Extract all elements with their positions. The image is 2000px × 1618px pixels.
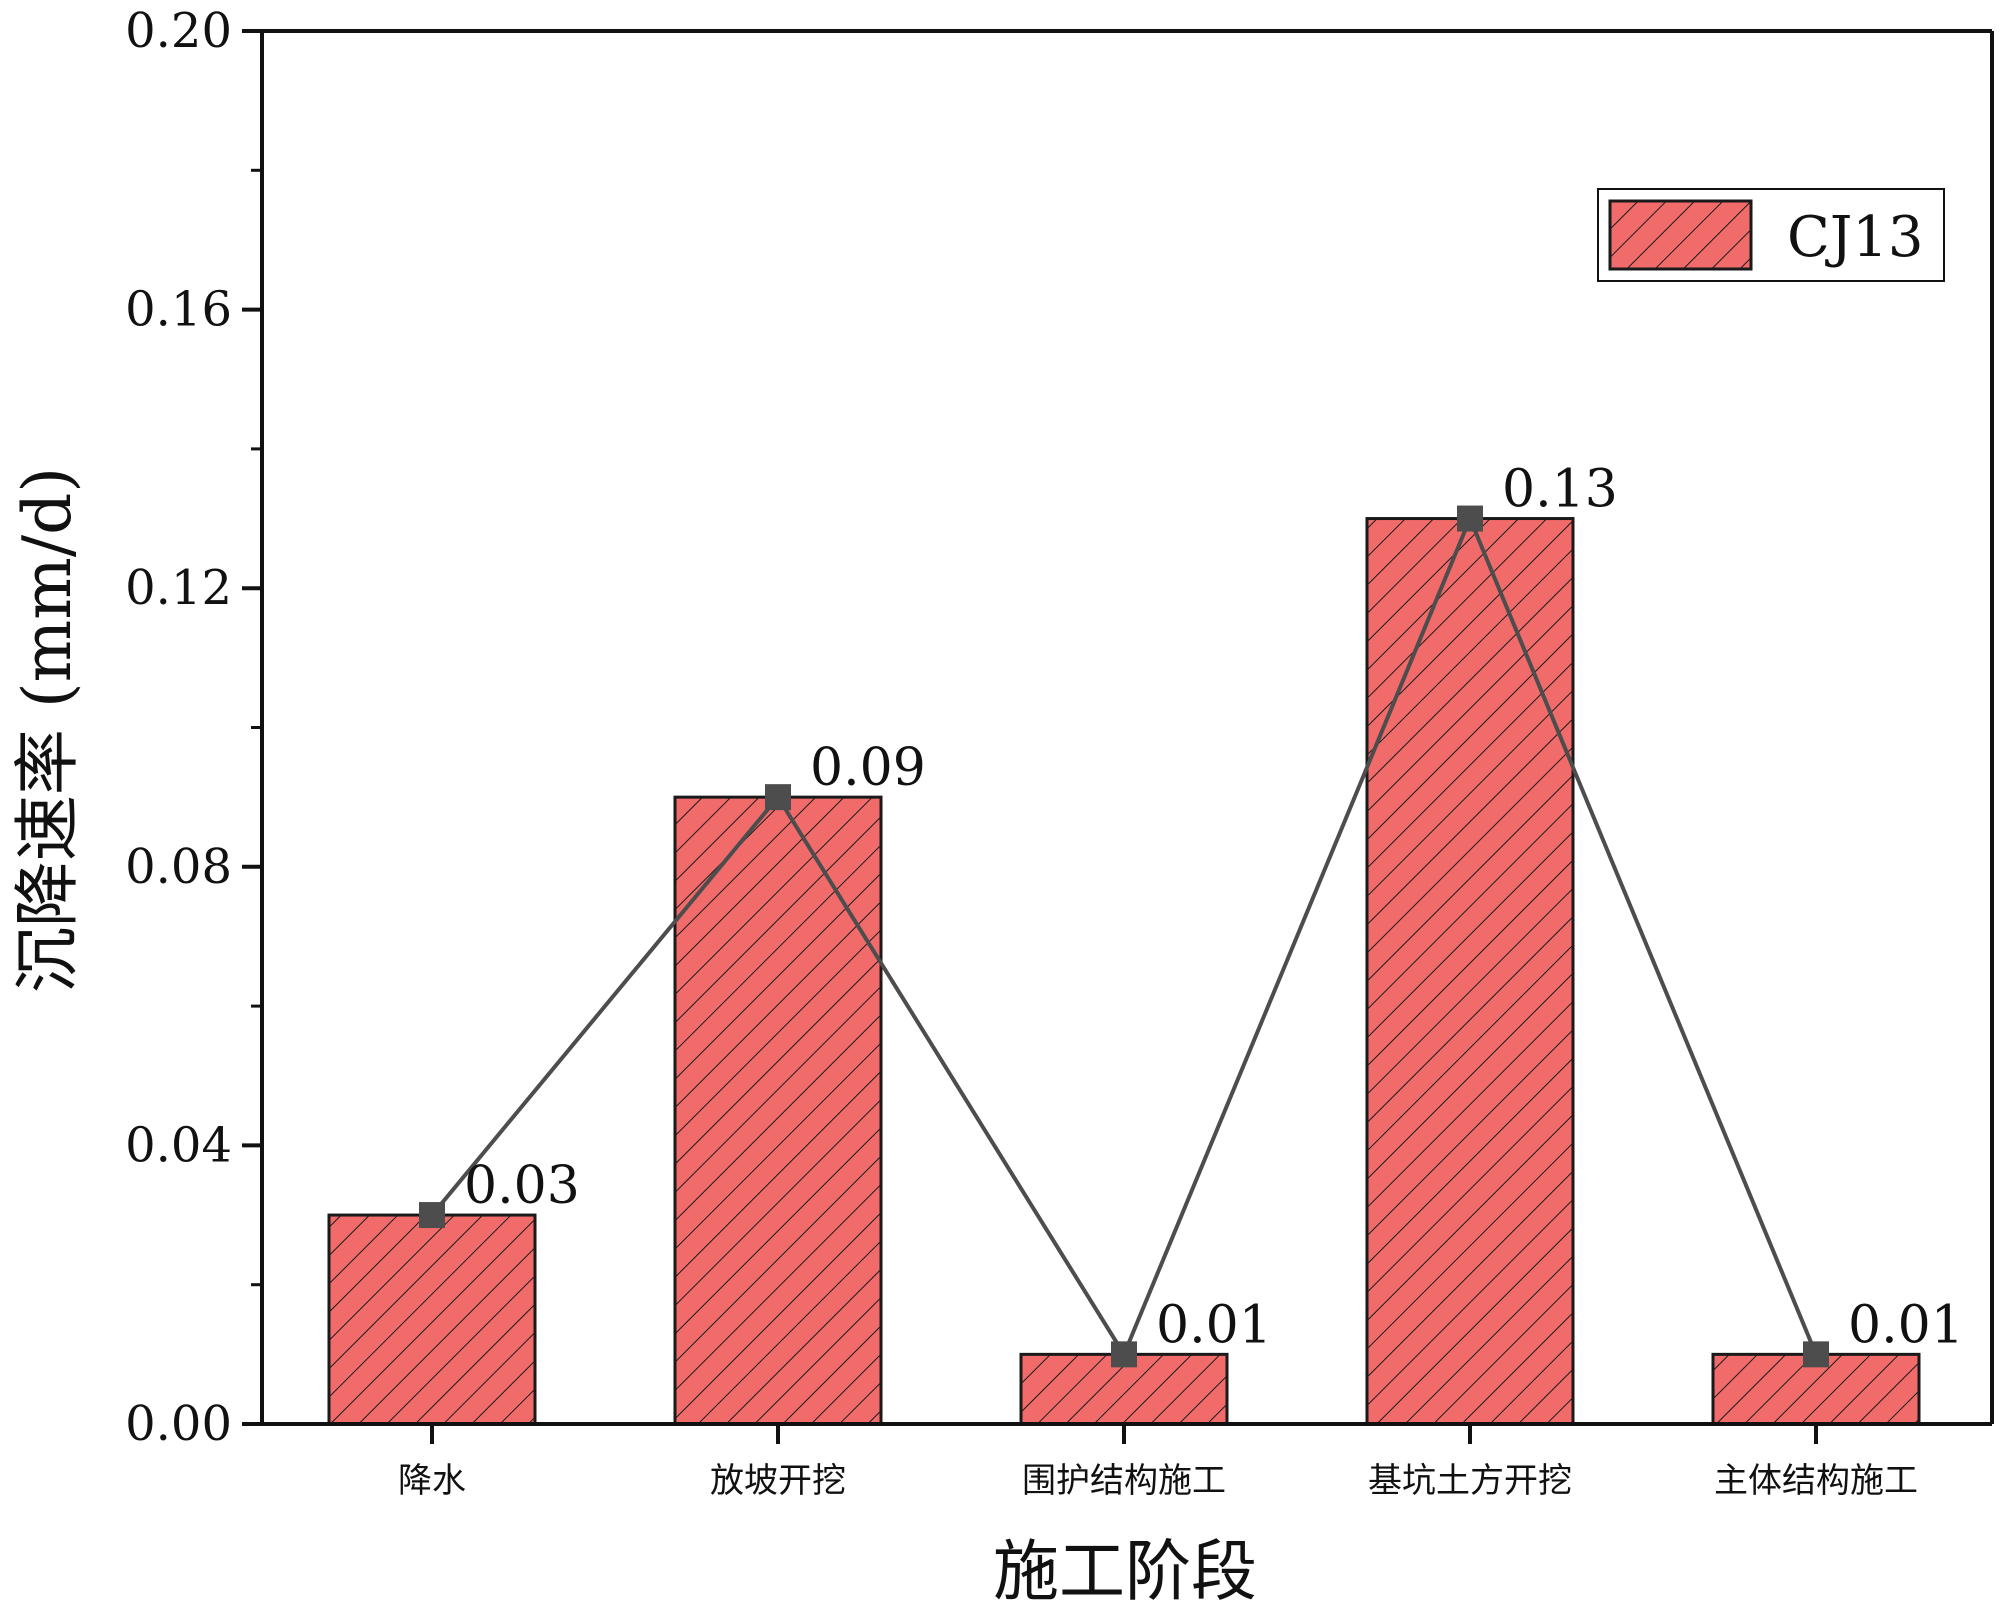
- y-tick-label-5: 0.20: [125, 3, 232, 59]
- x-category-label-4: 主体结构施工: [1714, 1461, 1918, 1501]
- bars-group: [327, 517, 1921, 1426]
- x-category-label-1: 放坡开挖: [710, 1461, 846, 1501]
- axes-group: [242, 29, 1994, 1444]
- data-label-3: 0.13: [1502, 460, 1618, 520]
- y-tick-label-3: 0.12: [125, 560, 232, 616]
- bar-1: [673, 795, 883, 1426]
- y-tick-label-0: 0.00: [125, 1396, 232, 1452]
- data-label-0: 0.03: [464, 1156, 580, 1216]
- x-category-label-0: 降水: [398, 1461, 466, 1501]
- labels-group: 0.03 0.09 0.01 0.13 0.01 0.00 0.04 0.08 0.12 0.16…: [9, 3, 1964, 1610]
- x-axis-title: 施工阶段: [993, 1533, 1257, 1610]
- y-tick-label-2: 0.08: [125, 839, 232, 895]
- data-label-4: 0.01: [1848, 1295, 1964, 1355]
- line-marker-4: [1803, 1341, 1829, 1368]
- line-marker-2: [1111, 1341, 1137, 1368]
- legend: CJ13: [1597, 188, 1945, 282]
- data-label-1: 0.09: [810, 738, 926, 798]
- bar-3: [1365, 517, 1575, 1426]
- line-marker-0: [419, 1202, 445, 1229]
- bar-0: [327, 1213, 537, 1426]
- x-category-label-3: 基坑土方开挖: [1368, 1461, 1572, 1501]
- line-marker-3: [1457, 505, 1483, 532]
- trend-line: [430, 513, 1818, 1359]
- y-tick-label-4: 0.16: [125, 282, 232, 338]
- data-label-2: 0.01: [1156, 1295, 1272, 1355]
- x-category-label-2: 围护结构施工: [1022, 1461, 1226, 1501]
- legend-swatch: [1608, 199, 1753, 271]
- y-tick-label-1: 0.04: [125, 1117, 232, 1173]
- legend-label: CJ13: [1787, 205, 1924, 270]
- line-marker-1: [765, 784, 791, 811]
- y-axis-title: 沉降速率 (mm/d): [9, 467, 86, 993]
- trend-line-group: [419, 505, 1829, 1368]
